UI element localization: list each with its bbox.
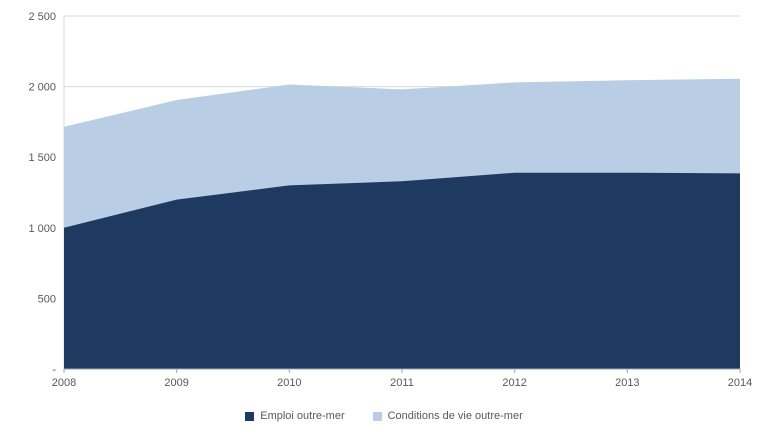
y-tick-label: 500 (38, 293, 56, 305)
x-tick-label: 2009 (164, 377, 188, 389)
legend-label-conditions-de-vie-outre-mer: Conditions de vie outre-mer (387, 410, 523, 422)
area-series-0 (64, 172, 740, 369)
x-tick-label: 2014 (728, 377, 752, 389)
x-tick-label: 2011 (390, 377, 414, 389)
x-tick-label: 2010 (277, 377, 301, 389)
y-tick-label: 1 500 (28, 152, 56, 164)
x-tick-label: 2008 (52, 377, 76, 389)
y-tick-label: - (52, 364, 56, 376)
legend-item-emploi-outre-mer: Emploi outre-mer (245, 410, 345, 422)
legend-swatch-emploi-outre-mer (245, 411, 255, 421)
x-tick-label: 2012 (502, 377, 526, 389)
legend-swatch-conditions-de-vie-outre-mer (372, 411, 382, 421)
chart-legend: Emploi outre-mer Conditions de vie outre… (0, 410, 768, 422)
y-tick-label: 2 000 (28, 82, 56, 94)
y-tick-label: 2 500 (28, 11, 56, 23)
y-tick-label: 1 000 (28, 223, 56, 235)
legend-label-emploi-outre-mer: Emploi outre-mer (260, 410, 345, 422)
legend-item-conditions-de-vie-outre-mer: Conditions de vie outre-mer (372, 410, 523, 422)
x-tick-label: 2013 (615, 377, 639, 389)
